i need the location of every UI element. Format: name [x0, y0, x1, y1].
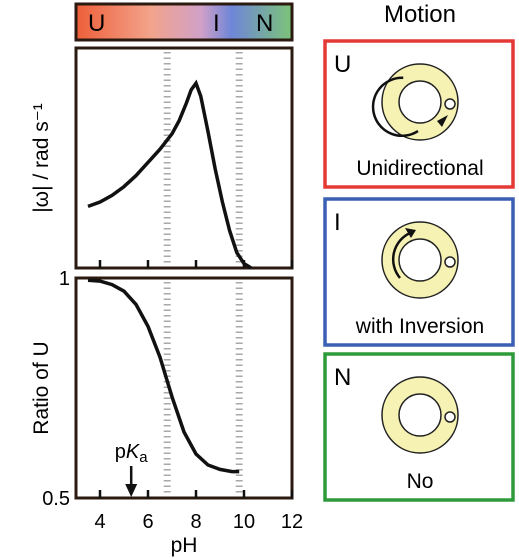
x-tick-label-0: 4 [94, 511, 105, 533]
y-axis-label-bottom: Ratio of U [30, 341, 53, 434]
pka-label: pKa [115, 441, 148, 466]
pka-arrow-head [125, 484, 138, 497]
x-tick-label-3: 10 [233, 511, 255, 533]
y-tick-label-0: 0.5 [42, 488, 70, 510]
plot-ratio-of-u: 0.5 1 4 6 8 10 12 Ratio of U pH pKa [30, 268, 303, 557]
motion-arrow [391, 231, 411, 279]
ring-inner [398, 238, 442, 282]
motion-panel-letter: I [334, 209, 341, 236]
rotor-dot [444, 256, 456, 268]
motion-panel-n: N No [323, 352, 515, 502]
color-bar: U I N [74, 2, 294, 42]
angular-speed-curve [87, 79, 253, 270]
rotor-dot [444, 411, 456, 423]
motion-arrow [371, 76, 419, 138]
color-bar-gradient [74, 2, 294, 42]
motion-panel-letter: N [334, 364, 351, 391]
rotor-dot [444, 98, 456, 110]
x-tick-label-4: 12 [281, 511, 303, 533]
x-tick-label-1: 6 [142, 511, 153, 533]
x-tick-label-2: 8 [190, 511, 201, 533]
motion-panel-caption: Unidirectional [356, 157, 483, 180]
ring-inner [398, 80, 442, 124]
plot-bottom-frame [74, 276, 294, 500]
color-bar-label-u: U [88, 10, 105, 37]
motion-panel-caption: No [407, 470, 434, 493]
motion-title: Motion [384, 1, 456, 28]
motion-panel-u: U Unidirectional [323, 39, 515, 189]
color-bar-label-i: I [213, 10, 220, 37]
ratio-of-u-curve [87, 278, 240, 474]
ring-inner [398, 393, 442, 437]
y-axis-label-top: |ω| / rad s⁻¹ [30, 103, 53, 213]
pka-annotation: pKa [115, 441, 148, 497]
plot-top-frame [74, 46, 294, 270]
y-tick-label-1: 1 [59, 268, 70, 290]
x-axis-label: pH [171, 534, 198, 557]
plot-angular-speed: |ω| / rad s⁻¹ [30, 46, 294, 270]
motion-panel-letter: U [334, 51, 351, 78]
motion-arrowhead [437, 115, 448, 127]
motion-panel-caption: with Inversion [355, 315, 484, 338]
color-bar-label-n: N [256, 10, 273, 37]
motion-arrowhead [405, 228, 416, 238]
